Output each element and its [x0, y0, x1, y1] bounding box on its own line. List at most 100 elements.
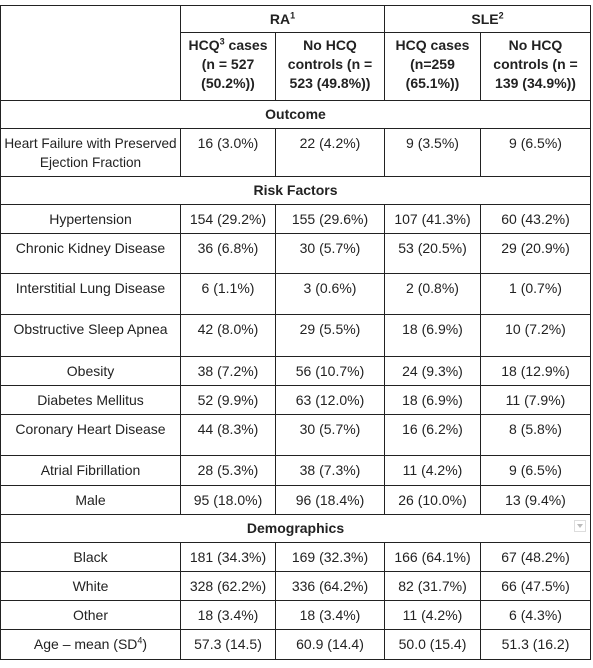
- superscript: 3: [219, 36, 225, 47]
- cell: 166 (64.1%): [384, 542, 481, 572]
- cell: 11 (4.2%): [384, 455, 481, 486]
- cell: 154 (29.2%): [180, 204, 276, 234]
- cell: 67 (48.2%): [480, 542, 591, 572]
- cell: 155 (29.6%): [275, 204, 385, 234]
- cell: 42 (8.0%): [180, 314, 276, 357]
- text: HCQ: [188, 37, 220, 53]
- cell: 336 (64.2%): [275, 571, 385, 601]
- table-row: RA1 SLE2: [0, 5, 591, 101]
- cell: 16 (3.0%): [180, 128, 276, 177]
- cell: 51.3 (16.2): [480, 629, 591, 660]
- text: ): [142, 636, 148, 652]
- cell: 82 (31.7%): [384, 571, 481, 601]
- page: {"header":{"groups":[{"text":"RA","sup":…: [0, 5, 593, 668]
- cell: 36 (6.8%): [180, 233, 276, 274]
- cell: 169 (32.3%): [275, 542, 385, 572]
- cell: 29 (5.5%): [275, 314, 385, 357]
- text: No HCQ controls (n = 523 (49.8%)): [287, 37, 373, 91]
- section-title: Outcome: [265, 106, 326, 122]
- text: Interstitial Lung Disease: [15, 280, 166, 296]
- table-row: Obstructive Sleep Apnea 42 (8.0%) 29 (5.5%…: [0, 314, 591, 357]
- table-row: Demographics: [0, 514, 591, 543]
- row-label: Obesity: [0, 356, 181, 386]
- cell: 18 (6.9%): [384, 314, 481, 357]
- table-row: Other 18 (3.4%) 18 (3.4%) 11 (4.2%) 6 (4.3%): [0, 600, 591, 630]
- cell: 9 (6.5%): [480, 455, 591, 486]
- cell: 28 (5.3%): [180, 455, 276, 486]
- cell: 16 (6.2%): [384, 414, 481, 456]
- table-row: Male 95 (18.0%) 96 (18.4%) 26 (10.0%) 13 (9.…: [0, 485, 591, 515]
- cell: 2 (0.8%): [384, 273, 481, 315]
- column-header: No HCQ controls (n = 523 (49.8%)): [275, 32, 385, 101]
- text: Age – mean (SD: [33, 636, 138, 652]
- section-header: Demographics: [0, 514, 591, 543]
- row-label: Chronic Kidney Disease: [0, 233, 181, 274]
- row-label: Other: [0, 600, 181, 630]
- text: Coronary Heart Disease: [15, 421, 166, 437]
- cell: 22 (4.2%): [275, 128, 385, 177]
- cell: 95 (18.0%): [180, 485, 276, 515]
- section-header: Outcome: [0, 100, 591, 129]
- cell: 26 (10.0%): [384, 485, 481, 515]
- table-row: Hypertension 154 (29.2%) 155 (29.6%) 107 (4…: [0, 204, 591, 234]
- cell: 56 (10.7%): [275, 356, 385, 386]
- row-label: Age – mean (SD4): [0, 629, 181, 660]
- text: Hypertension: [49, 211, 132, 227]
- cell: 30 (5.7%): [275, 414, 385, 456]
- table-row: Heart Failure with Preserved Ejection Fr…: [0, 128, 591, 177]
- cell: 18 (12.9%): [480, 356, 591, 386]
- table-row: Outcome: [0, 100, 591, 129]
- cell: 1 (0.7%): [480, 273, 591, 315]
- superscript: 2: [498, 9, 504, 20]
- table-row: Interstitial Lung Disease 6 (1.1%) 3 (0.6%…: [0, 273, 591, 315]
- column-header: HCQ cases (n=259 (65.1%)): [384, 32, 481, 101]
- table-row: Chronic Kidney Disease 36 (6.8%) 30 (5.7%)…: [0, 233, 591, 274]
- row-label: Hypertension: [0, 204, 181, 234]
- cell: 8 (5.8%): [480, 414, 591, 456]
- row-label: Atrial Fibrillation: [0, 455, 181, 486]
- cell: 10 (7.2%): [480, 314, 591, 357]
- text: Diabetes Mellitus: [37, 392, 144, 408]
- table-row: Obesity 38 (7.2%) 56 (10.7%) 24 (9.3%) 18 (1…: [0, 356, 591, 386]
- text: Obstructive Sleep Apnea: [13, 321, 168, 337]
- cell: 50.0 (15.4): [384, 629, 481, 660]
- group-header: RA1: [180, 5, 385, 33]
- column-header: HCQ3 cases (n = 527 (50.2%)): [180, 32, 276, 101]
- cell: 96 (18.4%): [275, 485, 385, 515]
- text: HCQ cases (n=259 (65.1%)): [395, 37, 470, 91]
- row-label: Coronary Heart Disease: [0, 414, 181, 456]
- cell: 9 (6.5%): [480, 128, 591, 177]
- text: Heart Failure with Preserved Ejection Fr…: [4, 136, 177, 170]
- text: Chronic Kidney Disease: [15, 240, 166, 256]
- text: Male: [75, 492, 106, 508]
- table-row: White 328 (62.2%) 336 (64.2%) 82 (31.7%) 66 …: [0, 571, 591, 601]
- cell: 6 (1.1%): [180, 273, 276, 315]
- table-row: Coronary Heart Disease 44 (8.3%) 30 (5.7%)…: [0, 414, 591, 456]
- corner-cell: [0, 5, 181, 101]
- dropdown-icon: [574, 520, 586, 532]
- cell: 13 (9.4%): [480, 485, 591, 515]
- cell: 30 (5.7%): [275, 233, 385, 274]
- cell: 11 (4.2%): [384, 600, 481, 630]
- cell: 44 (8.3%): [180, 414, 276, 456]
- text: Obesity: [66, 363, 115, 379]
- cell: 328 (62.2%): [180, 571, 276, 601]
- table-row: Black 181 (34.3%) 169 (32.3%) 166 (64.1%) 67…: [0, 542, 591, 572]
- cell: 60 (43.2%): [480, 204, 591, 234]
- cell: 24 (9.3%): [384, 356, 481, 386]
- cell: 107 (41.3%): [384, 204, 481, 234]
- group-header: SLE2: [384, 5, 591, 33]
- section-header: Risk Factors: [0, 176, 591, 205]
- table-row: Atrial Fibrillation 28 (5.3%) 38 (7.3%) 11 …: [0, 455, 591, 486]
- cell: 38 (7.3%): [275, 455, 385, 486]
- row-label: Interstitial Lung Disease: [0, 273, 181, 315]
- text: SLE: [471, 10, 499, 27]
- row-label: White: [0, 571, 181, 601]
- text: No HCQ controls (n = 139 (34.9%)): [493, 37, 578, 91]
- text: Atrial Fibrillation: [40, 462, 141, 478]
- row-label: Obstructive Sleep Apnea: [0, 314, 181, 357]
- cell: 53 (20.5%): [384, 233, 481, 274]
- cell: 18 (3.4%): [180, 600, 276, 630]
- cell: 57.3 (14.5): [180, 629, 276, 660]
- cell: 181 (34.3%): [180, 542, 276, 572]
